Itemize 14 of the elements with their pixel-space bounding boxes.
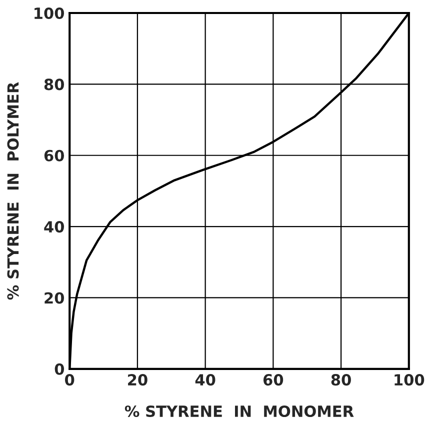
x-tick-label: 100 bbox=[394, 374, 424, 386]
y-tick-label: 100 bbox=[34, 7, 64, 20]
x-tick-label: 20 bbox=[128, 374, 148, 386]
y-tick-label: 40 bbox=[44, 221, 64, 233]
x-axis-title: % STYRENE IN MONOMER bbox=[124, 405, 354, 418]
y-tick-label: 0 bbox=[54, 363, 64, 375]
y-tick-label: 60 bbox=[44, 150, 64, 162]
x-tick-label: 60 bbox=[264, 374, 284, 386]
y-axis-title: % STYRENE IN POLYMER bbox=[7, 82, 19, 300]
y-tick-label: 80 bbox=[44, 78, 64, 90]
x-tick-label: 80 bbox=[331, 374, 351, 386]
y-tick-label: 20 bbox=[44, 292, 64, 304]
x-tick-label: 0 bbox=[65, 374, 74, 386]
x-tick-label: 40 bbox=[195, 374, 216, 386]
